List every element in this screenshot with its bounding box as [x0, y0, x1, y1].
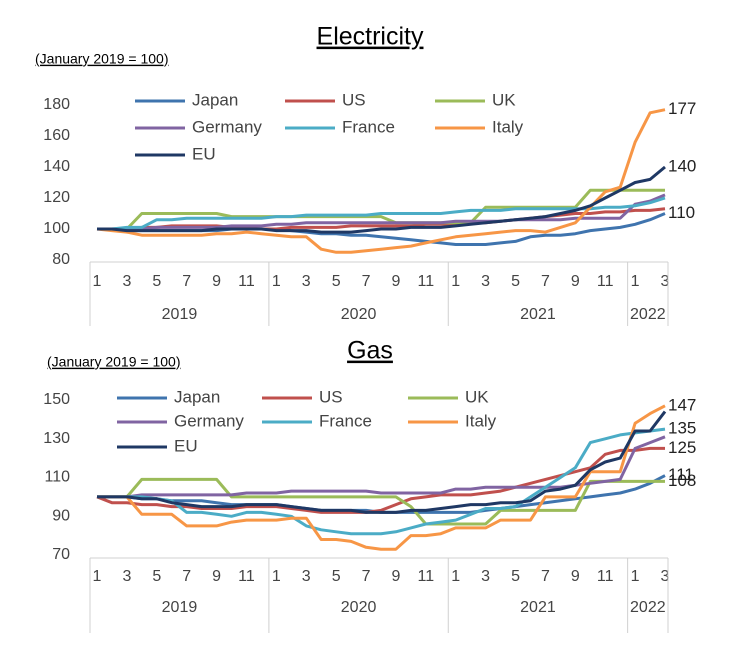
x-tick-label: 1: [272, 568, 281, 585]
series-line: [97, 196, 666, 231]
legend-label: UK: [492, 90, 516, 109]
end-label: 140: [668, 156, 696, 175]
year-label: 2022: [630, 599, 666, 616]
y-tick-label: 80: [52, 251, 70, 268]
chart-title: Gas: [347, 337, 393, 365]
end-label: 125: [668, 438, 696, 457]
legend-label: EU: [192, 144, 216, 163]
legend-label: Japan: [174, 387, 220, 406]
y-tick-label: 140: [43, 158, 70, 175]
x-tick-label: 5: [511, 568, 520, 585]
legend-label: Italy: [492, 117, 524, 136]
x-tick-label: 9: [571, 568, 580, 585]
end-label: 111: [668, 465, 694, 484]
x-tick-label: 3: [302, 273, 311, 290]
x-tick-label: 7: [362, 568, 371, 585]
y-tick-label: 150: [43, 391, 70, 408]
y-tick-label: 70: [52, 546, 70, 563]
x-tick-label: 9: [571, 273, 580, 290]
x-tick-label: 11: [238, 568, 255, 585]
x-tick-label: 1: [272, 273, 281, 290]
x-tick-label: 5: [332, 568, 341, 585]
series-line: [97, 427, 666, 536]
chart-subtitle: (January 2019 = 100): [35, 51, 168, 67]
legend-label: Germany: [174, 411, 244, 430]
x-tick-label: 5: [332, 273, 341, 290]
legend-label: US: [319, 387, 343, 406]
legend-label: EU: [174, 436, 198, 455]
y-tick-label: 160: [43, 127, 70, 144]
x-tick-label: 1: [631, 273, 640, 290]
x-tick-label: 5: [152, 568, 161, 585]
x-tick-label: 9: [212, 273, 221, 290]
x-tick-label: 1: [631, 568, 640, 585]
x-tick-label: 5: [511, 273, 520, 290]
legend-label: Germany: [192, 117, 262, 136]
end-label: 110: [668, 203, 695, 222]
x-tick-label: 7: [362, 273, 371, 290]
x-tick-label: 11: [597, 568, 614, 585]
x-tick-label: 7: [182, 273, 191, 290]
x-tick-label: 1: [93, 568, 102, 585]
x-tick-label: 11: [418, 568, 435, 585]
series-line: [96, 446, 665, 514]
x-tick-label: 5: [152, 273, 161, 290]
x-tick-label: 3: [661, 568, 670, 585]
y-tick-label: 100: [43, 220, 70, 237]
x-tick-label: 1: [451, 273, 460, 290]
y-tick-label: 130: [43, 430, 70, 447]
year-label: 2021: [520, 306, 556, 323]
year-label: 2021: [520, 599, 556, 616]
end-label: 108: [668, 471, 696, 490]
x-tick-label: 3: [481, 568, 490, 585]
x-tick-label: 11: [597, 273, 614, 290]
x-tick-label: 3: [122, 568, 131, 585]
x-tick-label: 3: [661, 273, 670, 290]
chart-title: Electricity: [317, 23, 424, 51]
x-tick-label: 7: [182, 568, 191, 585]
legend-label: Italy: [465, 411, 497, 430]
x-tick-label: 7: [541, 568, 550, 585]
series-line: [97, 404, 666, 551]
x-tick-label: 11: [418, 273, 435, 290]
year-label: 2020: [341, 306, 377, 323]
year-label: 2019: [162, 306, 198, 323]
series-line: [96, 108, 666, 254]
legend-label: Japan: [192, 90, 238, 109]
x-tick-label: 9: [391, 568, 400, 585]
y-tick-label: 180: [43, 96, 70, 113]
x-tick-label: 9: [391, 273, 400, 290]
end-label: 135: [668, 419, 696, 438]
x-tick-label: 9: [212, 568, 221, 585]
end-label: 147: [668, 395, 696, 414]
x-tick-label: 3: [481, 273, 490, 290]
x-tick-label: 1: [93, 273, 102, 290]
chart-subtitle: (January 2019 = 100): [47, 354, 180, 370]
x-tick-label: 3: [302, 568, 311, 585]
x-tick-label: 1: [451, 568, 460, 585]
series-line: [97, 410, 667, 514]
legend-label: UK: [465, 387, 489, 406]
x-tick-label: 11: [238, 273, 255, 290]
x-tick-label: 7: [541, 273, 550, 290]
end-label: 177: [668, 99, 696, 118]
y-tick-label: 90: [52, 507, 70, 524]
year-label: 2020: [341, 599, 377, 616]
year-label: 2022: [630, 306, 666, 323]
legend-label: France: [319, 411, 372, 430]
series-line: [97, 193, 666, 231]
series-line: [97, 165, 666, 234]
legend-label: US: [342, 90, 366, 109]
series-line: [97, 477, 665, 526]
year-label: 2019: [162, 599, 198, 616]
y-tick-label: 110: [44, 469, 70, 486]
y-tick-label: 120: [43, 189, 70, 206]
legend-label: France: [342, 117, 395, 136]
x-tick-label: 3: [122, 273, 131, 290]
